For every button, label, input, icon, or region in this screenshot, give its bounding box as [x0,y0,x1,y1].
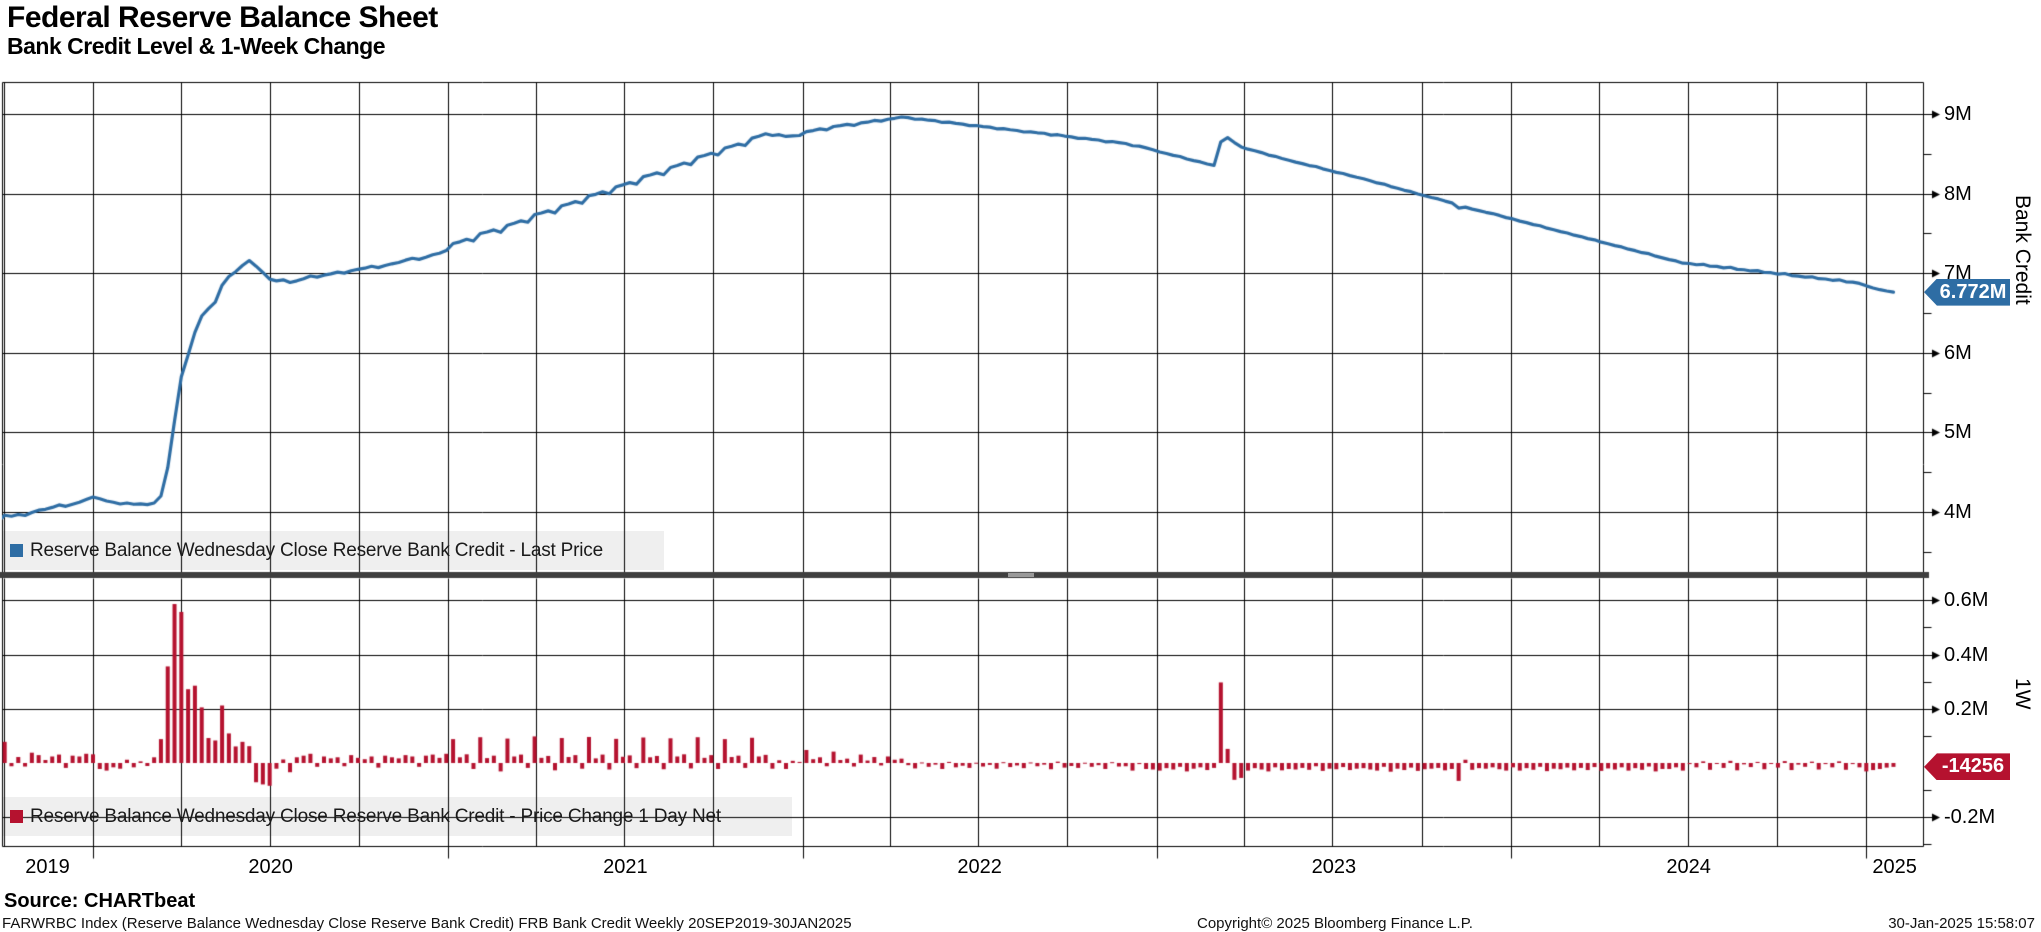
y-tick-label-5M: 5M [1944,421,1972,444]
x-year-label-2022: 2022 [957,856,1002,878]
source-label: Source: CHARTbeat [4,890,196,912]
last-price-badge: 6.772M [1924,278,2010,306]
x-year-label-2025: 2025 [1872,856,1917,878]
chart-title: Federal Reserve Balance Sheet [7,1,438,34]
x-year-label-2020: 2020 [248,856,293,878]
legend-swatch-red-icon [10,810,23,823]
copyright: Copyright© 2025 Bloomberg Finance L.P. [1197,915,1473,932]
legend-price-change-label: Reserve Balance Wednesday Close Reserve … [30,805,721,827]
timestamp: 30-Jan-2025 15:58:07 [1888,915,2035,932]
chart-subtitle: Bank Credit Level & 1-Week Change [7,33,386,59]
y-tick-label-0.6M: 0.6M [1944,589,1989,612]
legend-last-price[interactable]: Reserve Balance Wednesday Close Reserve … [2,531,664,570]
y-tick-label-0.4M: 0.4M [1944,643,1989,666]
x-year-label-2024: 2024 [1666,856,1711,878]
x-year-label-2021: 2021 [603,856,648,878]
y-tick-label-6M: 6M [1944,341,1972,364]
legend-last-price-label: Reserve Balance Wednesday Close Reserve … [30,539,603,561]
panel-splitter-handle[interactable] [1008,573,1034,577]
y-tick-label-4M: 4M [1944,501,1972,523]
y-tick-label-8M: 8M [1944,182,1972,205]
y-tick-label-9M: 9M [1944,103,1972,125]
y-tick-label--0.2M: -0.2M [1944,806,1996,829]
x-year-label-2019: 2019 [25,856,70,878]
last-change-badge: -14256 [1924,753,2010,781]
right-axis-title-bank-credit: Bank Credit [2011,195,2034,305]
legend-swatch-blue-icon [10,544,23,557]
x-year-label-2023: 2023 [1311,856,1357,878]
y-tick-label-0.2M: 0.2M [1944,697,1989,720]
right-axis-title-1w: 1W [2011,678,2034,710]
legend-price-change[interactable]: Reserve Balance Wednesday Close Reserve … [2,797,792,836]
security-info: FARWRBC Index (Reserve Balance Wednesday… [2,915,852,932]
